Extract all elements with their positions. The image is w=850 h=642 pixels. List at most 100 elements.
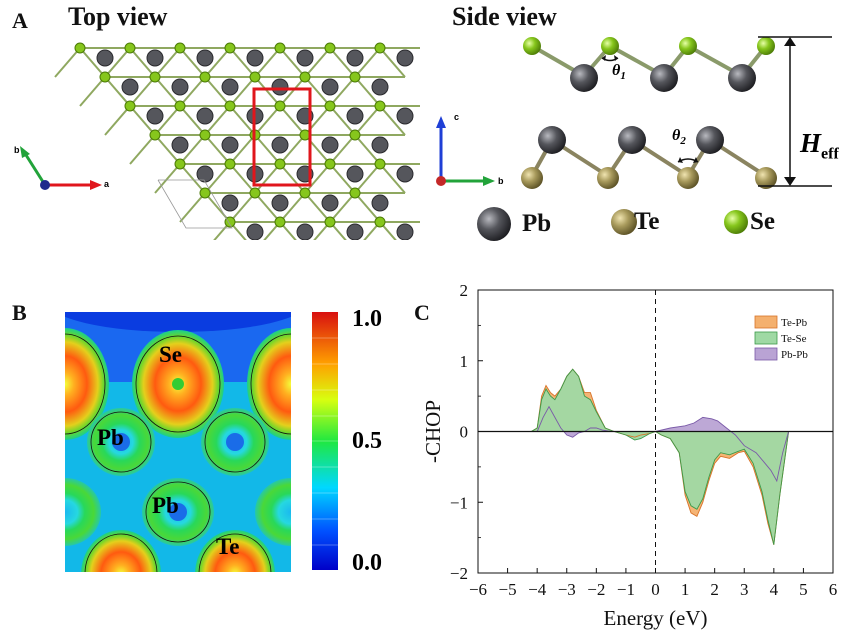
lattice-atom-pb: [321, 78, 339, 96]
lattice-atom-pb: [221, 136, 239, 154]
x-tick-label: 2: [710, 580, 719, 599]
x-tick-label: 4: [770, 580, 779, 599]
lattice-atom-se: [174, 158, 186, 170]
lattice-atom-pb: [346, 223, 364, 240]
lattice-atom-se: [274, 100, 286, 112]
y-tick-label: −2: [450, 564, 468, 583]
lattice-atom-se: [224, 42, 236, 54]
lattice-atom-pb: [371, 78, 389, 96]
lattice-atom-pb: [196, 107, 214, 125]
side-view-title: Side view: [452, 2, 557, 31]
panel-letter-c: C: [414, 300, 430, 325]
lattice-atom-se: [274, 42, 286, 54]
x-tick-label: 6: [829, 580, 838, 599]
lattice-atom-se: [174, 100, 186, 112]
y-axis-label: -CHOP: [421, 400, 445, 463]
lattice-atom-se: [299, 187, 311, 199]
lattice-atom-pb: [296, 49, 314, 67]
x-tick-label: 3: [740, 580, 749, 599]
theta2-label: θ2: [672, 127, 686, 148]
lattice-atom-se: [374, 42, 386, 54]
legend-label-te-se: Te-Se: [781, 333, 807, 345]
lattice-atom-pb: [271, 78, 289, 96]
lattice-atom-se: [224, 100, 236, 112]
lattice-atom-pb: [246, 223, 264, 240]
lattice-atom-se: [99, 71, 111, 83]
lattice-atom-pb: [321, 194, 339, 212]
legend-swatch-pb: [477, 207, 511, 241]
legend-swatch-pb-pb: [754, 347, 778, 361]
lattice-atom-pb: [396, 107, 414, 125]
lattice-atom-pb: [221, 194, 239, 212]
colorbar-tick-max: 1.0: [352, 306, 382, 332]
theta1-label: θ1: [612, 62, 626, 83]
x-tick-label: 1: [681, 580, 690, 599]
lattice-atom-pb: [271, 194, 289, 212]
elf-label-pb-2: Pb: [152, 493, 179, 518]
lattice-atom-se: [124, 42, 136, 54]
lattice-atom-se: [224, 158, 236, 170]
lattice-atom-se: [349, 129, 361, 141]
lattice-atom-se: [74, 42, 86, 54]
heff-label: Heff: [800, 128, 839, 163]
lattice-atom-pb: [396, 49, 414, 67]
lattice-atom-se: [324, 42, 336, 54]
lattice-atom-se: [299, 71, 311, 83]
lattice-atom-pb: [371, 136, 389, 154]
unit-cell-box: [252, 87, 312, 187]
series-line-pb-pb: [478, 405, 833, 483]
legend-swatch-se: [724, 210, 748, 234]
legend-swatch-te: [611, 209, 637, 235]
legend-swatch-te-pb: [754, 315, 778, 329]
elf-contour-map: [65, 312, 291, 572]
axis-label-b-top: b: [14, 145, 20, 155]
legend-label-pb-pb: Pb-Pb: [781, 349, 808, 361]
lattice-atom-pb: [321, 136, 339, 154]
x-tick-label: −5: [499, 580, 517, 599]
x-tick-label: −1: [617, 580, 635, 599]
lattice-atom-pb: [196, 49, 214, 67]
series-area-te-se: [478, 369, 833, 545]
lattice-atom-pb: [346, 107, 364, 125]
lattice-atom-pb: [396, 165, 414, 183]
lattice-atom-se: [374, 100, 386, 112]
lattice-atom-pb: [146, 107, 164, 125]
lattice-atom-se: [324, 100, 336, 112]
x-tick-label: −6: [469, 580, 487, 599]
x-tick-label: −3: [558, 580, 576, 599]
legend-label-te-pb: Te-Pb: [781, 317, 808, 329]
axis-label-b-side: b: [498, 176, 504, 186]
lattice-atom-pb: [171, 78, 189, 96]
lattice-atom-pb: [121, 78, 139, 96]
lattice-atom-se: [174, 42, 186, 54]
top-view-title: Top view: [68, 2, 168, 31]
lattice-atom-pb: [96, 49, 114, 67]
legend-label-pb: Pb: [522, 210, 552, 237]
lattice-atom-se: [199, 71, 211, 83]
colorbar-tick-min: 0.0: [352, 550, 382, 576]
legend-swatch-te-se: [754, 331, 778, 345]
y-tick-label: −1: [450, 493, 468, 512]
lattice-atom-se: [324, 216, 336, 228]
elf-label-te: Te: [216, 534, 240, 559]
legend-label-se: Se: [750, 208, 775, 235]
y-tick-label: 1: [460, 352, 469, 371]
x-tick-label: 5: [799, 580, 808, 599]
elf-colorbar: [312, 312, 338, 570]
y-tick-label: 0: [460, 423, 469, 442]
lattice-atom-se: [349, 187, 361, 199]
lattice-atom-se: [374, 216, 386, 228]
x-tick-label: −4: [528, 580, 547, 599]
lattice-atom-se: [374, 158, 386, 170]
lattice-atom-pb: [221, 78, 239, 96]
legend-label-te: Te: [634, 208, 660, 235]
lattice-atom-pb: [246, 49, 264, 67]
x-tick-label: −2: [587, 580, 605, 599]
lattice-atom-pb: [346, 49, 364, 67]
side-view-axes: [436, 116, 495, 186]
colorbar-tick-mid: 0.5: [352, 428, 382, 454]
axis-label-c-side: c: [454, 112, 460, 122]
lattice-atom-pb: [396, 223, 414, 240]
lattice-atom-se: [349, 71, 361, 83]
lattice-atom-pb: [296, 223, 314, 240]
